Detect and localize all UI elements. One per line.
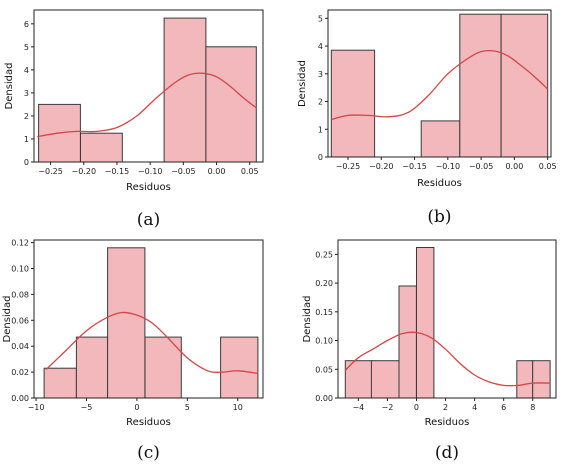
y-tick-label: 2	[318, 98, 323, 107]
panel-caption: (c)	[137, 443, 160, 463]
x-tick-label: 0.00	[208, 167, 226, 176]
histogram-bar	[459, 13, 502, 158]
panel-caption: (d)	[435, 443, 459, 463]
histogram-bar	[107, 247, 146, 399]
y-tick-label: 1	[318, 125, 323, 134]
y-tick-label: 0.12	[11, 239, 29, 248]
x-tick-label: 6	[501, 403, 506, 412]
x-tick-label: −0.25	[38, 167, 63, 176]
y-axis-label: Densidad	[302, 295, 313, 342]
x-tick-label: −0.10	[436, 162, 461, 171]
y-tick-label: 0.02	[11, 368, 29, 377]
panel-caption: (b)	[427, 207, 451, 227]
histogram-bar	[75, 336, 109, 399]
plot-frame	[33, 9, 264, 163]
plot-frame	[33, 239, 264, 399]
y-tick-label: 4	[318, 42, 323, 51]
y-tick-label: 0.06	[11, 316, 29, 325]
histogram-bar	[205, 46, 257, 163]
kde-curve	[344, 331, 551, 387]
y-tick-label: 5	[24, 43, 29, 52]
panel-caption: (a)	[137, 210, 160, 230]
histogram-bar	[370, 360, 400, 399]
histogram-bar	[532, 360, 551, 399]
histogram-bar	[163, 17, 207, 163]
y-tick-label: 0	[318, 153, 323, 162]
y-axis-label: Densidad	[2, 295, 13, 342]
y-tick-label: 0.10	[11, 264, 29, 273]
plot-frame	[327, 9, 552, 158]
panel-c: −10 −5 0 5 10 0.00 0.02 0.04 0.06 0.08 0.10 0.12 Res…	[2, 239, 264, 463]
x-axis-label: Residuos	[417, 178, 462, 189]
y-tick-label: 1	[24, 135, 29, 144]
histogram-bar	[43, 367, 77, 399]
y-tick-label: 0.08	[11, 290, 29, 299]
histogram-bar	[398, 285, 417, 399]
x-tick-label: −0.20	[369, 162, 394, 171]
histogram-bar	[516, 360, 534, 399]
x-tick-label: 2	[443, 403, 448, 412]
histogram-bar	[330, 49, 376, 158]
x-tick-label: −0.25	[336, 162, 361, 171]
x-tick-label: 0.00	[505, 162, 523, 171]
y-tick-label: 0.15	[315, 308, 333, 317]
x-tick-label: −10	[28, 403, 45, 412]
y-axis-label: Densidad	[4, 62, 15, 109]
x-tick-label: 10	[233, 403, 243, 412]
y-tick-label: 4	[24, 66, 29, 75]
x-tick-label: −0.05	[171, 167, 196, 176]
x-tick-label: −4	[352, 403, 364, 412]
y-axis-label: Densidad	[297, 60, 308, 107]
y-tick-label: 0.04	[11, 342, 29, 351]
y-tick-label: 6	[24, 20, 29, 29]
y-tick-label: 0.00	[315, 394, 333, 403]
y-tick-label: 3	[318, 70, 323, 79]
x-tick-label: 0.05	[241, 167, 259, 176]
panel-d: −4 −2 0 2 4 6 8 0.00 0.05 0.10 0.15 0.20 0.25 Residuo…	[302, 239, 557, 463]
y-tick-label: 0.10	[315, 337, 333, 346]
plot-frame	[337, 239, 557, 399]
kde-curve	[45, 311, 259, 375]
x-tick-label: 4	[472, 403, 477, 412]
histogram-bar	[80, 132, 123, 163]
x-tick-label: 5	[185, 403, 190, 412]
histogram-bar	[220, 336, 259, 399]
y-tick-label: 5	[318, 14, 323, 23]
y-tick-label: 0	[24, 158, 29, 167]
x-axis-label: Residuos	[425, 417, 470, 428]
panel-a: −0.25 −0.20 −0.15 −0.10 −0.05 0.00 0.05 0 1 2 3 4 5 6…	[4, 9, 264, 230]
y-tick-label: 2	[24, 112, 29, 121]
kde-curve	[331, 49, 549, 121]
x-tick-label: −0.15	[105, 167, 130, 176]
x-tick-label: −0.10	[138, 167, 163, 176]
x-tick-label: −0.15	[402, 162, 427, 171]
y-tick-label: 0.05	[315, 365, 333, 374]
histogram-bar	[144, 336, 182, 399]
x-tick-label: −2	[382, 403, 394, 412]
y-tick-label: 3	[24, 89, 29, 98]
histogram-bar	[416, 247, 435, 399]
x-tick-label: 0	[414, 403, 419, 412]
y-tick-label: 0.25	[315, 250, 333, 259]
y-tick-label: 0.00	[11, 394, 29, 403]
histogram-bar	[500, 13, 549, 158]
panel-b: −0.25 −0.20 −0.15 −0.10 −0.05 0.00 0.05 0 1 2 3 4 5 R…	[297, 9, 557, 227]
y-tick-label: 0.20	[315, 279, 333, 288]
histogram-bar	[420, 120, 461, 158]
x-tick-label: 8	[530, 403, 535, 412]
x-tick-label: −0.05	[469, 162, 494, 171]
x-axis-label: Residuos	[126, 182, 171, 193]
x-axis-label: Residuos	[126, 417, 171, 428]
x-tick-label: −0.20	[72, 167, 97, 176]
kde-curve	[37, 72, 257, 138]
x-tick-label: −5	[81, 403, 93, 412]
x-tick-label: 0	[134, 403, 139, 412]
x-tick-label: 0.05	[539, 162, 557, 171]
